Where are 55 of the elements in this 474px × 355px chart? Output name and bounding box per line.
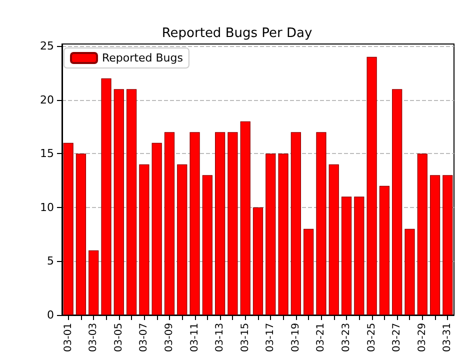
bar [252,207,264,315]
bar [278,154,288,315]
bar [290,132,301,315]
x-tick-label: 03-15 [240,322,251,352]
bar [266,154,276,315]
x-tick-label: 03-31 [442,322,454,352]
y-tick-label: 20 [40,93,54,106]
bar [341,196,352,315]
x-tick-label: 03-21 [316,322,327,352]
y-tick-label: 5 [47,254,54,268]
bar [139,164,150,315]
bar [114,89,124,315]
bar [366,56,377,315]
bar [76,154,86,315]
x-tick-label: 03-03 [88,322,100,352]
bar [63,142,74,315]
bar [328,164,339,315]
bar [164,132,175,315]
bar [430,175,440,315]
bar [126,89,137,315]
bar [442,175,453,315]
x-tick-label: 03-11 [189,322,200,352]
x-tick-label: 03-19 [290,322,302,352]
x-tick-label: 03-01 [62,322,74,352]
y-tick-label: 10 [40,200,54,214]
x-tick-label: 03-05 [113,322,124,352]
bar [354,196,364,315]
x-tick-label: 03-29 [416,322,428,352]
y-tick-label: 25 [40,40,54,53]
y-tick-label: 15 [40,147,54,160]
y-tick-label: 0 [47,308,54,322]
x-tick-label: 03-17 [265,322,276,352]
bar [404,228,415,315]
bar [190,132,200,315]
bar [316,132,326,315]
bar [379,186,390,315]
x-tick-label: 03-07 [138,322,150,352]
bar [228,132,238,315]
bar [240,121,250,315]
chart-title: Reported Bugs Per Day [162,26,312,41]
x-tick-label: 03-25 [366,322,378,352]
bar [202,175,212,315]
legend-label: Reported Bugs [102,52,184,64]
bar [88,250,99,315]
bar [304,228,314,315]
x-tick-label: 03-27 [392,322,403,352]
bar [417,154,428,315]
bar [392,89,402,315]
x-tick-label: 03-09 [164,322,175,352]
bar [152,142,162,315]
x-tick-label: 03-13 [214,322,226,352]
bar [215,132,226,315]
bar [101,78,112,315]
bar [177,164,188,315]
x-tick-label: 03-23 [341,322,352,352]
